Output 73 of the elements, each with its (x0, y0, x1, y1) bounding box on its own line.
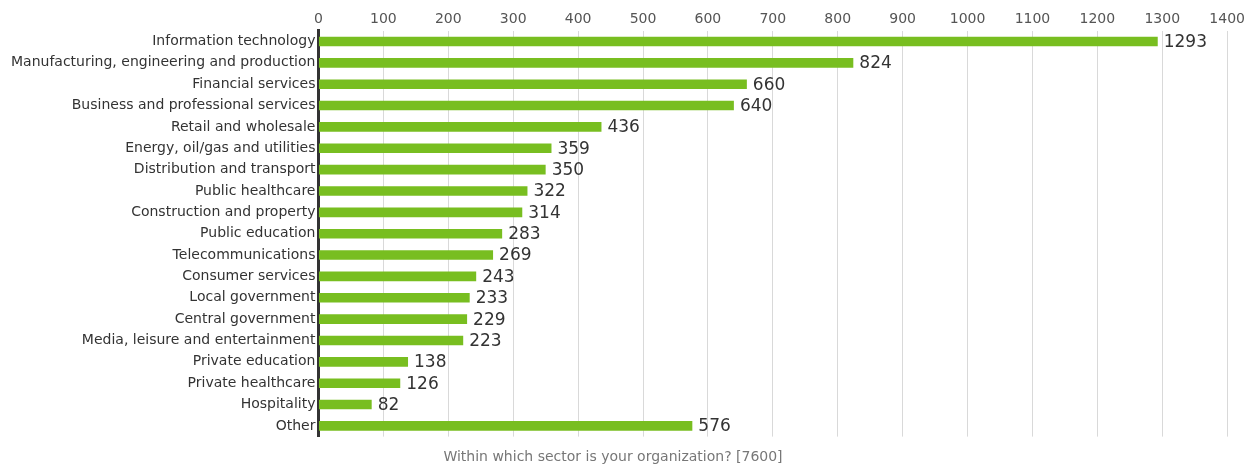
x-tick-label: 800 (824, 10, 852, 27)
bar (318, 228, 503, 239)
data-label: 138 (414, 351, 447, 372)
bar (318, 100, 734, 111)
y-tick-label: Other (275, 416, 316, 433)
data-label: 243 (482, 265, 515, 286)
bar (318, 250, 494, 260)
data-label: 350 (551, 159, 585, 180)
x-tick-label: 1100 (1014, 10, 1051, 27)
bar (318, 122, 602, 132)
x-tick-label: 1200 (1079, 10, 1116, 27)
data-label: 269 (499, 244, 532, 265)
x-tick-label: 1400 (1209, 10, 1246, 27)
y-tick-label: Information technology (152, 32, 316, 49)
x-tick-label: 200 (434, 10, 462, 27)
y-tick-label: Private education (192, 352, 316, 369)
x-tick-label: 500 (629, 10, 657, 27)
bar (318, 421, 693, 431)
bar (318, 143, 552, 154)
y-tick-label: Public healthcare (194, 181, 316, 198)
x-tick-label: 300 (499, 10, 527, 27)
y-tick-label: Consumer services (182, 267, 316, 284)
data-label: 1293 (1163, 30, 1207, 51)
data-label: 229 (473, 308, 506, 329)
bar (318, 79, 747, 89)
y-tick-label: Business and professional services (71, 96, 316, 113)
bar (318, 335, 464, 346)
x-tick-label: 100 (370, 10, 397, 27)
data-label: 576 (698, 415, 731, 436)
data-label: 283 (508, 223, 541, 244)
bar (318, 164, 546, 175)
data-label: 314 (528, 201, 561, 222)
bar (318, 314, 468, 324)
bar (318, 399, 372, 410)
x-tick-label: 1000 (949, 10, 986, 27)
y-tick-label: Telecommunications (171, 245, 316, 262)
y-tick-label: Central government (174, 309, 316, 326)
bar (318, 36, 1158, 47)
x-tick-label: 900 (889, 10, 917, 27)
bar (318, 292, 470, 303)
y-tick-label: Private healthcare (187, 373, 316, 390)
bar (318, 207, 523, 218)
bar (318, 271, 477, 282)
bar (318, 58, 854, 68)
y-tick-label: Financial services (192, 74, 316, 91)
x-tick-label: 400 (564, 10, 592, 27)
y-tick-label: Manufacturing, engineering and production (10, 53, 316, 70)
data-label: 233 (475, 287, 509, 308)
y-tick-label: Local government (189, 288, 316, 305)
y-tick-label: Construction and property (131, 202, 316, 219)
data-label: 660 (752, 73, 786, 94)
y-tick-label: Hospitality (240, 395, 316, 412)
bar (318, 186, 528, 196)
data-label: 126 (406, 372, 439, 393)
y-tick-label: Retail and wholesale (170, 117, 316, 134)
x-axis-title: Within which sector is your organization? [7600] (442, 448, 784, 464)
x-tick-label: 700 (759, 10, 787, 27)
x-tick-label: 0 (314, 10, 323, 27)
data-label: 359 (557, 137, 590, 158)
bar (318, 357, 409, 367)
y-tick-label: Energy, oil/gas and utilities (125, 138, 316, 155)
bar (318, 378, 401, 389)
data-label: 640 (739, 94, 773, 115)
data-label: 82 (377, 393, 400, 414)
y-tick-label: Public education (200, 224, 316, 241)
x-tick-label: 600 (694, 10, 722, 27)
data-label: 436 (607, 116, 640, 137)
y-tick-label: Media, leisure and entertainment (81, 331, 316, 348)
data-label: 322 (533, 180, 566, 201)
data-label: 824 (859, 52, 892, 73)
data-label: 223 (469, 329, 502, 350)
x-tick-label: 1300 (1144, 10, 1181, 27)
y-tick-label: Distribution and transport (133, 160, 316, 177)
